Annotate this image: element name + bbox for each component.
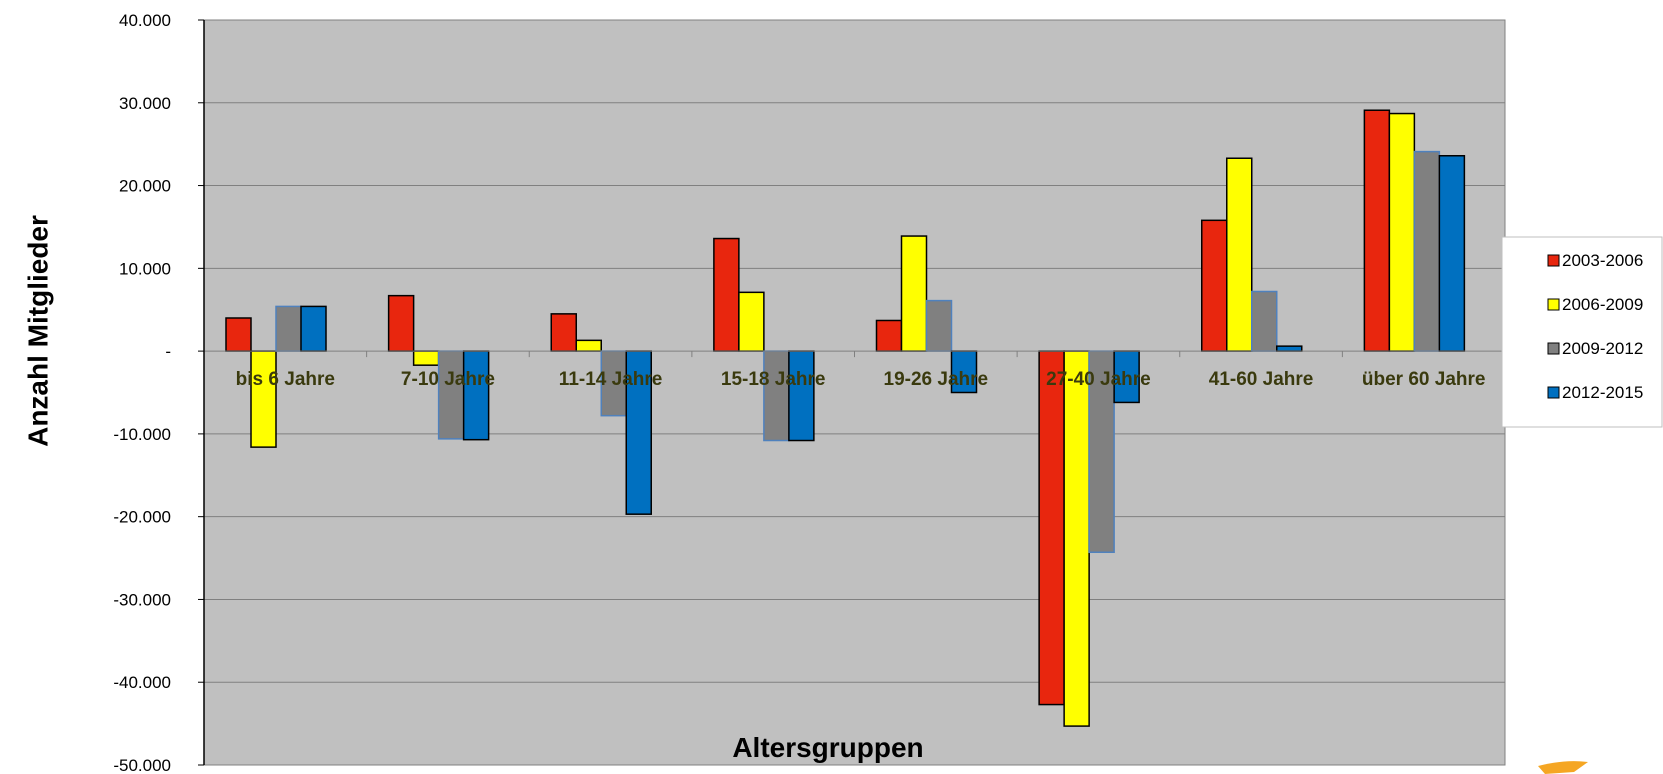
bar-2012-2015-7	[1438, 155, 1466, 352]
bar-2006-2009-0	[250, 350, 277, 448]
bar-2003-2006-6	[1201, 219, 1228, 352]
x-tick-label: über 60 Jahre	[1362, 369, 1486, 390]
bar-2009-2012-1	[437, 350, 465, 440]
bar-2012-2015-2	[625, 350, 652, 515]
bar-2006-2009-2	[575, 339, 602, 352]
legend: 2003-2006 2006-2009 2009-2012 2012-2015	[1501, 236, 1663, 428]
x-tick-label: 7-10 Jahre	[401, 369, 495, 390]
legend-label: 2012-2015	[1562, 383, 1643, 402]
bar-2012-2015-4	[950, 350, 978, 394]
bar-2006-2009-1	[412, 350, 440, 366]
y-axis-ticks: 40.000 30.000 20.000 10.000 - -10.000 -20.000 -…	[113, 11, 204, 774]
y-tick-label: 20.000	[119, 177, 171, 196]
legend-box	[1501, 236, 1663, 428]
x-axis-ticks: bis 6 Jahre 7-10 Jahre 11-14 Jahre 15-18 Ja…	[203, 351, 1486, 390]
x-tick-label: 19-26 Jahre	[884, 369, 989, 390]
bar-2012-2015-0	[300, 305, 327, 352]
y-tick-label: 10.000	[119, 259, 171, 278]
bar-2009-2012-7	[1413, 150, 1441, 352]
x-tick-label: 11-14 Jahre	[559, 369, 663, 390]
bar-2012-2015-1	[462, 350, 490, 441]
y-tick-label: 30.000	[119, 94, 171, 113]
legend-label: 2009-2012	[1562, 339, 1643, 358]
legend-swatch	[1547, 342, 1560, 355]
legend-swatch	[1547, 254, 1560, 267]
gridlines	[204, 102, 1505, 683]
y-tick-label: -50.000	[113, 756, 171, 774]
bar-2012-2015-3	[788, 350, 815, 442]
bar-2009-2012-6	[1251, 290, 1278, 352]
x-tick-label: bis 6 Jahre	[236, 369, 335, 390]
bars	[225, 109, 1466, 727]
bar-2009-2012-3	[763, 350, 790, 442]
legend-label: 2003-2006	[1562, 251, 1643, 270]
plot-area	[203, 19, 1506, 766]
bar-2006-2009-5	[1063, 350, 1090, 727]
y-tick-label: -	[165, 342, 171, 361]
bar-2003-2006-0	[225, 317, 252, 352]
y-tick-label: -30.000	[113, 590, 171, 609]
bar-2009-2012-0	[275, 305, 302, 352]
bar-2009-2012-2	[600, 350, 627, 417]
bar-2006-2009-3	[738, 291, 765, 352]
y-axis-title: Anzahl Mitglieder	[22, 215, 53, 447]
bar-2003-2006-5	[1038, 350, 1065, 706]
legend-swatch	[1547, 386, 1560, 399]
y-tick-label: -10.000	[113, 425, 171, 444]
legend-swatch	[1547, 298, 1560, 311]
y-tick-label: -40.000	[113, 673, 171, 692]
bar-2003-2006-3	[713, 237, 740, 352]
x-tick-label: 27-40 Jahre	[1046, 369, 1151, 390]
bar-2003-2006-1	[387, 294, 415, 352]
x-axis-title: Altersgruppen	[732, 732, 923, 763]
x-tick-label: 15-18 Jahre	[721, 369, 826, 390]
y-tick-label: -20.000	[113, 508, 171, 527]
arrow-decoration	[1538, 761, 1588, 774]
bar-2006-2009-7	[1388, 112, 1416, 352]
legend-label: 2006-2009	[1562, 295, 1643, 314]
bar-2003-2006-7	[1363, 109, 1391, 352]
bar-2006-2009-4	[900, 235, 928, 352]
bar-2012-2015-6	[1276, 345, 1303, 352]
y-tick-label: 40.000	[119, 11, 171, 30]
bar-2009-2012-4	[925, 299, 953, 352]
bar-2003-2006-4	[875, 319, 903, 352]
bar-2003-2006-2	[550, 313, 577, 352]
x-tick-label: 41-60 Jahre	[1209, 369, 1314, 390]
bar-2006-2009-6	[1226, 157, 1253, 352]
